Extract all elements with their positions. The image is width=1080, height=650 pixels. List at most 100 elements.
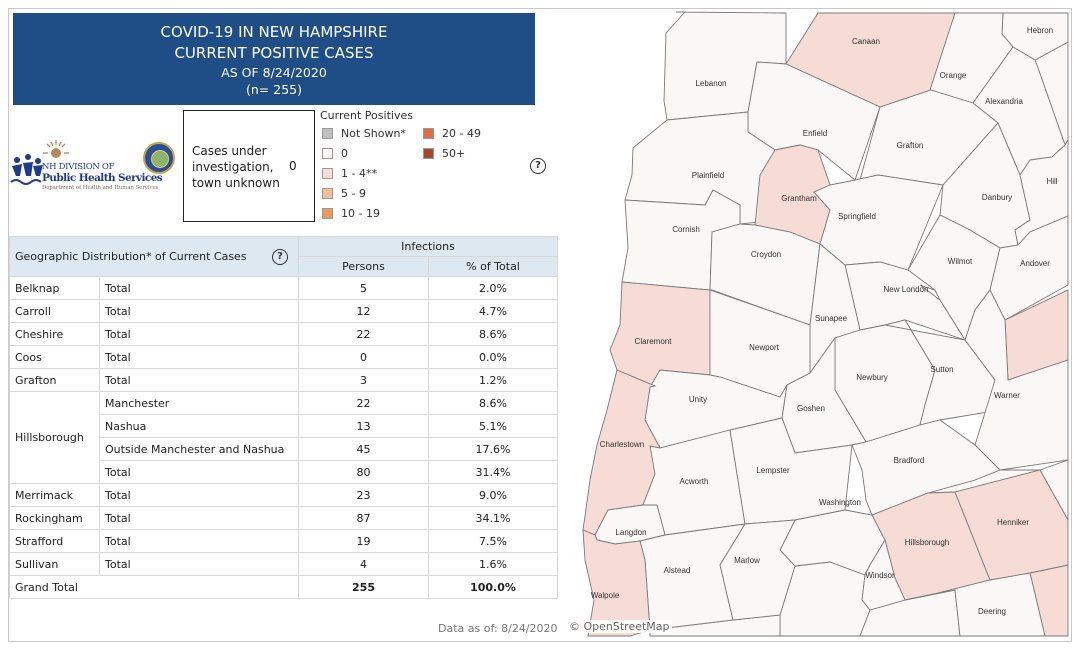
legend-item[interactable]: 10 - 19 [322,207,380,220]
pct-header[interactable]: % of Total [428,256,558,277]
subregion-cell: Manchester [99,391,299,415]
town-label: Alexandria [985,97,1023,106]
sun-icon [43,140,69,158]
subregion-cell: Total [99,460,299,484]
table-title-cell: Geographic Distribution* of Current Case… [9,236,299,277]
logo-line-1: NH DIVISION OF [42,162,115,172]
table-row: Rockingham Total 87 34.1% [9,506,558,530]
town-shape[interactable] [779,561,871,637]
town-label: Lempster [756,466,790,475]
town-label: Cornish [672,225,700,234]
county-cell: Strafford [9,529,100,553]
town-label: Grantham [781,194,817,203]
openstreetmap-attribution[interactable]: © OpenStreetMap [567,620,672,633]
county-cell: Belknap [9,276,100,300]
subregion-cell: Total [99,276,299,300]
grand-total-row: Grand Total 255 100.0% [9,575,558,599]
legend-swatch [322,148,333,159]
town-label: Langdon [615,528,646,537]
persons-cell: 87 [298,506,429,530]
town-label: Canaan [852,37,880,46]
town-label: Unity [689,395,707,404]
subregion-cell: Total [99,552,299,576]
town-label: Croydon [751,250,781,259]
pct-cell: 5.1% [428,414,558,438]
town-warner[interactable] [964,289,1069,471]
logo-line-3: Department of Health and Human Services [42,185,159,191]
town-label: Claremont [635,337,673,346]
pct-cell: 17.6% [428,437,558,461]
town-label: Windsor [865,571,895,580]
table-help-button[interactable]: ? [272,249,288,265]
subregion-cell: Total [99,322,299,346]
legend-label: 10 - 19 [341,207,380,220]
legend-label: 0 [341,147,348,160]
table-row: Merrimack Total 23 9.0% [9,483,558,507]
table-row: Grafton Total 3 1.2% [9,368,558,392]
legend-item[interactable]: 50+ [423,147,465,160]
persons-cell: 22 [298,322,429,346]
town-label: Henniker [997,518,1029,527]
persons-cell: 19 [298,529,429,553]
town-label: Enfield [803,129,827,138]
legend-swatch [322,168,333,179]
pct-cell: 1.6% [428,552,558,576]
legend-swatch [322,128,333,139]
header-subtitle: CURRENT POSITIVE CASES [174,44,374,62]
grand-total-pct: 100.0% [428,575,558,599]
town-label: Alstead [664,566,691,575]
town-label: Sunapee [815,314,848,323]
persons-cell: 80 [298,460,429,484]
geographic-distribution-table: Geographic Distribution* of Current Case… [9,236,558,599]
town-label: Sutton [930,365,953,374]
pct-cell: 1.2% [428,368,558,392]
legend-item[interactable]: 5 - 9 [322,187,366,200]
logo-line-2: Public Health Services [42,172,163,184]
legend-swatch [423,128,434,139]
nh-state-seal [143,142,175,174]
nh-dphs-logo [10,140,69,185]
town-map[interactable]: Canaan Hebron Lebanon Orange Alexandria Enfie… [560,10,1071,637]
persons-cell: 13 [298,414,429,438]
legend-help-button[interactable]: ? [530,158,546,174]
town-walpole[interactable] [582,529,651,637]
town-marlow[interactable] [719,519,796,621]
legend-title: Current Positives [320,109,413,122]
town-bradford[interactable] [851,419,1001,516]
subregion-cell: Total [99,345,299,369]
town-label: New London [884,285,929,294]
legend-label: 20 - 49 [442,127,481,140]
subregion-cell: Outside Manchester and Nashua [99,437,299,461]
town-label: Andover [1020,259,1050,268]
map-legend: Current Positives [320,109,413,125]
pct-cell: 7.5% [428,529,558,553]
legend-item[interactable]: 20 - 49 [423,127,481,140]
table-row: Sullivan Total 4 1.6% [9,552,558,576]
town-label: Newbury [856,373,888,382]
town-label: Washington [819,498,861,507]
town-deering[interactable] [904,572,1046,637]
legend-item[interactable]: 0 [322,147,348,160]
subregion-cell: Nashua [99,414,299,438]
legend-item[interactable]: Not Shown* [322,127,406,140]
persons-header[interactable]: Persons [298,256,429,277]
county-cell: Carroll [9,299,100,323]
persons-cell: 23 [298,483,429,507]
header-title: COVID-19 IN NEW HAMPSHIRE [160,23,388,41]
pct-cell: 4.7% [428,299,558,323]
persons-cell: 3 [298,368,429,392]
county-cell: Rockingham [9,506,100,530]
wave-icon [10,179,42,185]
investigation-label: Cases under investigation, town unknown [192,144,280,190]
county-cell: Merrimack [9,483,100,507]
table-row: Carroll Total 12 4.7% [9,299,558,323]
town-windsor[interactable] [861,538,906,611]
legend-label: 50+ [442,147,466,160]
table-row: Coos Total 0 0.0% [9,345,558,369]
county-cell: Hillsborough [9,391,100,484]
county-cell: Grafton [9,368,100,392]
table-row: Hillsborough Manchester 22 8.6% [9,391,558,484]
town-label: Walpole [591,591,620,600]
county-cell: Coos [9,345,100,369]
legend-item[interactable]: 1 - 4** [322,167,377,180]
